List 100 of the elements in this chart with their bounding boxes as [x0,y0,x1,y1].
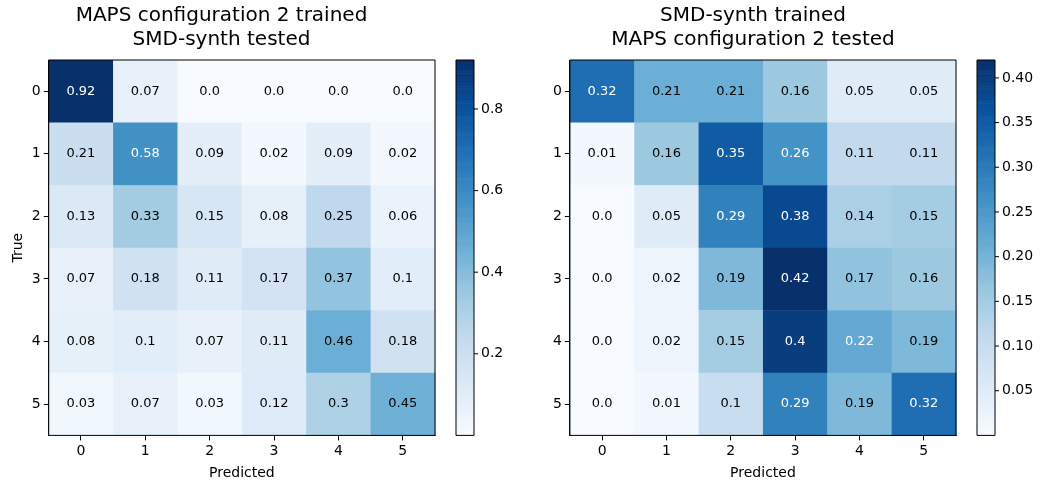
data-label: 0.01 [587,145,617,161]
x-axis-title: Predicted [208,464,275,481]
data-label: 0.0 [591,332,613,348]
data-label: 0.0 [591,395,613,411]
data-label: 0.09 [323,145,353,161]
data-label: 0.32 [587,82,617,98]
data-label: 0.35 [716,145,746,161]
data-label: 0.16 [909,270,939,286]
x-tick-label: 1 [140,442,150,459]
data-label: 0.45 [388,395,418,411]
color-bar-label: 0.25 [1002,202,1034,219]
y-tick-label: 5 [552,394,562,411]
data-label: 0.01 [651,395,681,411]
data-label: 0.07 [66,270,96,286]
data-label: 0.15 [909,207,939,223]
color-bar-label: 0.6 [481,181,504,198]
data-label: 0.18 [130,270,160,286]
data-label: 0.07 [195,332,225,348]
color-bar-label: 0.10 [1002,336,1034,353]
data-label: 0.02 [388,145,418,161]
y-tick-label: 1 [552,144,562,161]
data-label: 0.11 [195,270,225,286]
data-label: 0.07 [130,82,160,98]
x-tick-label: 0 [597,442,607,459]
data-label: 0.07 [130,395,160,411]
x-axis-title: Predicted [730,464,796,481]
data-label: 0.58 [130,145,160,161]
color-bar-label: 0.05 [1002,381,1034,398]
data-label: 0.21 [716,82,746,98]
y-tick-label: 0 [31,81,41,98]
data-label: 0.92 [66,82,96,98]
data-label: 0.19 [845,395,874,411]
chart-title: SMD-synth trained MAPS configuration 2 tested [611,2,895,51]
data-label: 0.46 [323,332,353,348]
data-label: 0.16 [651,145,681,161]
data-label: 0.15 [195,207,225,223]
data-label: 0.19 [909,332,939,348]
data-label: 0.15 [716,332,746,348]
data-label: 0.0 [263,82,285,98]
data-label: 0.02 [259,145,289,161]
data-label: 0.11 [909,145,939,161]
color-bar-label: 0.8 [481,99,504,116]
x-tick-label: 5 [398,442,408,459]
data-label: 0.05 [651,207,681,223]
data-label: 0.21 [66,145,96,161]
data-label: 0.25 [323,207,353,223]
data-label: 0.12 [259,395,289,411]
x-tick-label: 5 [919,442,929,459]
x-tick-label: 3 [269,442,279,459]
data-label: 0.02 [651,332,681,348]
data-label: 0.29 [780,395,810,411]
data-label: 0.11 [259,332,289,348]
y-tick-label: 2 [552,207,562,224]
x-tick-label: 4 [333,442,343,459]
data-label: 0.22 [845,332,874,348]
y-tick-label: 2 [31,207,41,224]
data-label: 0.14 [845,207,874,223]
color-bar-label: 0.30 [1002,157,1034,174]
color-bar-label: 0.40 [1002,68,1034,85]
data-label: 0.4 [784,332,806,348]
x-tick-label: 4 [855,442,865,459]
color-bar-label: 0.4 [481,262,504,279]
data-label: 0.09 [195,145,225,161]
color-bar-label: 0.15 [1002,291,1034,308]
color-bar-label: 0.2 [481,344,504,361]
data-label: 0.08 [66,332,96,348]
data-label: 0.26 [780,145,810,161]
data-label: 0.0 [392,82,414,98]
data-label: 0.0 [591,207,613,223]
data-label: 0.16 [780,82,810,98]
data-label: 0.0 [591,270,613,286]
color-bar-label: 0.35 [1002,113,1034,130]
data-label: 0.11 [845,145,874,161]
x-tick-label: 1 [661,442,671,459]
y-tick-label: 4 [31,332,41,349]
data-label: 0.0 [199,82,221,98]
data-label: 0.1 [134,332,156,348]
data-label: 0.03 [195,395,225,411]
data-label: 0.02 [651,270,681,286]
y-tick-label: 1 [31,144,41,161]
x-tick-label: 2 [205,442,215,459]
data-label: 0.37 [323,270,353,286]
data-label: 0.19 [716,270,746,286]
data-label: 0.13 [66,207,96,223]
y-tick-label: 0 [552,81,562,98]
data-label: 0.18 [388,332,418,348]
data-label: 0.08 [259,207,289,223]
y-tick-label: 4 [552,332,562,349]
data-label: 0.17 [845,270,874,286]
data-label: 0.38 [780,207,810,223]
y-tick-label: 3 [31,269,41,286]
x-tick-label: 0 [76,442,86,459]
data-label: 0.3 [328,395,349,411]
x-tick-label: 2 [726,442,736,459]
x-tick-label: 3 [790,442,800,459]
data-label: 0.1 [720,395,742,411]
data-label: 0.17 [259,270,289,286]
data-label: 0.29 [716,207,746,223]
data-label: 0.32 [909,395,939,411]
data-label: 0.05 [909,82,939,98]
